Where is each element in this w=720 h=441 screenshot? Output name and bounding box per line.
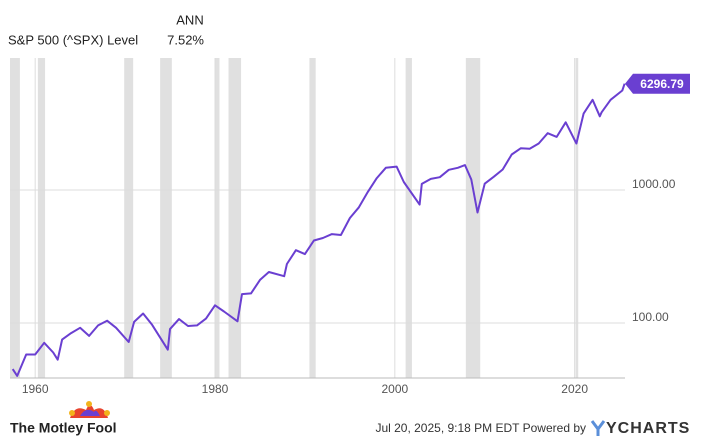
header-label: ANN: [176, 12, 203, 27]
recession-band: [405, 58, 412, 378]
motley-fool-logo: The Motley Fool: [10, 401, 117, 436]
plot-area: [10, 58, 626, 378]
x-tick-label: 2000: [381, 382, 408, 396]
last-value-flag: [625, 73, 690, 94]
recession-band: [124, 58, 134, 378]
recession-band: [228, 58, 242, 378]
series-name: S&P 500 (^SPX) Level: [8, 32, 138, 47]
recession-band: [160, 58, 172, 378]
brand: YCHARTS: [606, 420, 690, 437]
y-tick-label: 1000.00: [632, 177, 676, 191]
last-value-label: 6296.79: [640, 77, 684, 91]
recession-band: [575, 58, 579, 378]
x-tick-label: 2020: [561, 382, 588, 396]
annualized-return: 7.52%: [167, 32, 204, 47]
recession-band: [10, 58, 20, 378]
x-tick-label: 1980: [202, 382, 229, 396]
recession-band: [215, 58, 220, 378]
logo-text: The Motley Fool: [10, 420, 117, 436]
recession-band: [465, 58, 481, 378]
timestamp: Jul 20, 2025, 9:18 PM EDT Powered by: [375, 421, 586, 435]
series-line: [11, 83, 626, 377]
recession-band: [37, 58, 46, 378]
x-tick-label: 1960: [22, 382, 49, 396]
recession-band: [309, 58, 316, 378]
brand-icon: [590, 420, 606, 436]
y-tick-label: 100.00: [632, 310, 669, 324]
